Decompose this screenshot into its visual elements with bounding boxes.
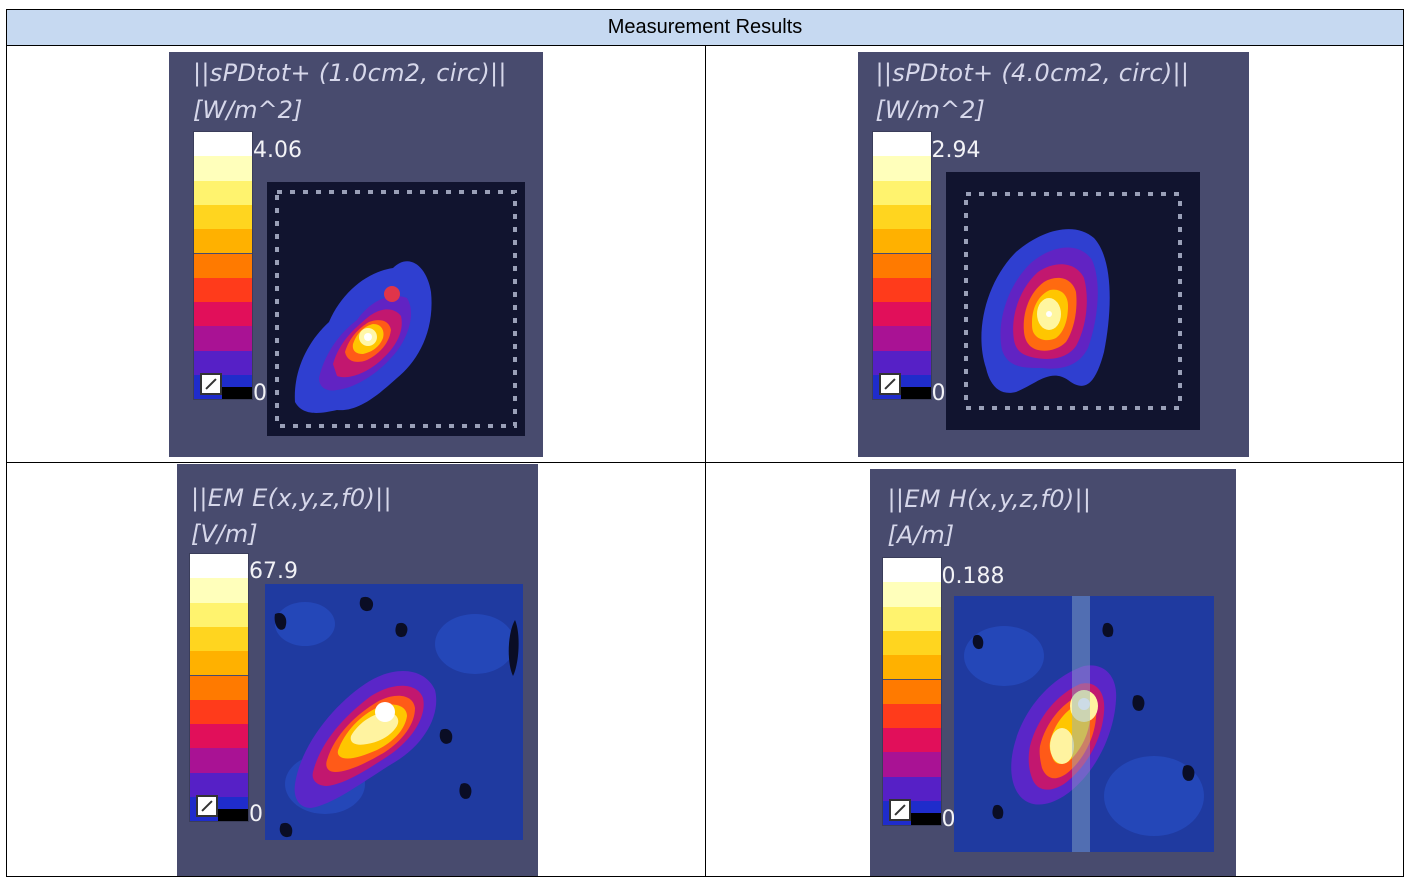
scale-min-value: 0 — [931, 381, 946, 406]
result-cell-spd-1cm2: ||sPDtot+ (1.0cm2, circ)|| [W/m^2] 4.06 … — [6, 45, 706, 463]
panel-title: ||EM E(x,y,z,f0)|| — [191, 484, 392, 512]
h-field-panel: ||EM H(x,y,z,f0)|| [A/m] 0.188 0 — [869, 469, 1236, 876]
scale-min-value: 0 — [249, 802, 263, 827]
result-cell-h-field: ||EM H(x,y,z,f0)|| [A/m] 0.188 0 — [704, 462, 1404, 877]
scale-toggle-icon[interactable] — [200, 373, 222, 395]
field-distribution-map — [953, 596, 1214, 852]
result-cell-spd-4cm2: ||sPDtot+ (4.0cm2, circ)|| [W/m^2] 2.94 … — [704, 45, 1404, 463]
scan-area-map — [267, 182, 525, 436]
spd-1cm2-panel: ||sPDtot+ (1.0cm2, circ)|| [W/m^2] 4.06 … — [169, 52, 543, 457]
field-distribution-plot — [963, 192, 1182, 410]
scale-max-value: 4.06 — [253, 138, 302, 163]
field-distribution-plot — [275, 190, 517, 428]
scale-max-value: 2.94 — [931, 138, 981, 163]
scale-min-value: 0 — [253, 381, 267, 406]
color-scale-bar — [881, 557, 942, 826]
scale-toggle-icon[interactable] — [888, 799, 911, 821]
field-distribution-plot — [953, 596, 1214, 852]
color-scale-bar — [871, 131, 932, 400]
panel-unit: [A/m] — [887, 521, 955, 549]
panel-unit: [W/m^2] — [193, 96, 303, 124]
panel-title: ||EM H(x,y,z,f0)|| — [887, 485, 1092, 513]
scale-min-value: 0 — [941, 807, 956, 832]
color-scale-bar — [189, 553, 249, 822]
scan-area-map — [945, 172, 1200, 430]
e-field-panel: ||EM E(x,y,z,f0)|| [V/m] 67.9 0 — [177, 464, 538, 876]
scale-toggle-icon[interactable] — [196, 795, 218, 817]
panel-unit: [W/m^2] — [875, 96, 985, 124]
panel-title: ||sPDtot+ (4.0cm2, circ)|| — [875, 59, 1190, 87]
color-scale-bar — [193, 131, 253, 400]
field-distribution-plot — [265, 584, 523, 840]
field-distribution-map — [265, 584, 523, 840]
scale-max-value: 67.9 — [249, 559, 298, 584]
panel-unit: [V/m] — [191, 520, 258, 548]
scale-max-value: 0.188 — [941, 564, 1005, 589]
results-table: Measurement Results ||sPDtot+ (1.0cm2, c… — [6, 9, 1404, 877]
scale-toggle-icon[interactable] — [878, 373, 901, 395]
result-cell-e-field: ||EM E(x,y,z,f0)|| [V/m] 67.9 0 — [6, 462, 706, 877]
table-header: Measurement Results — [6, 9, 1404, 46]
spd-4cm2-panel: ||sPDtot+ (4.0cm2, circ)|| [W/m^2] 2.94 … — [857, 52, 1249, 457]
panel-title: ||sPDtot+ (1.0cm2, circ)|| — [193, 59, 507, 87]
